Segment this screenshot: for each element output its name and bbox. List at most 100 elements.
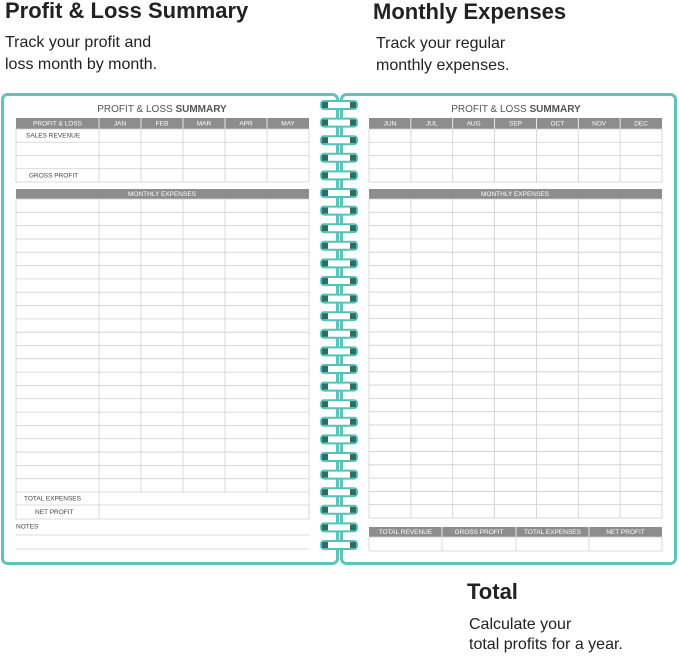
spiral-hole [350,225,356,232]
spiral-ring [320,240,358,251]
column-header: JUN [384,121,397,128]
spiral-ring [320,504,358,515]
spiral-ring [320,469,358,480]
spiral-hole [350,102,356,108]
spiral-hole [322,524,328,531]
spiral-hole [350,172,356,179]
spiral-hole [322,313,328,320]
spiral-ring [320,100,358,110]
spiral-hole [322,295,328,302]
spiral-hole [350,454,356,460]
spiral-hole [322,489,328,496]
section-header: MONTHLY EXPENSES [481,191,550,198]
spiral-ring [320,522,358,533]
description: total profits for a year. [469,636,623,653]
spiral-ring [320,311,358,322]
row-label: NET PROFIT [35,509,74,516]
header-bar [16,189,309,199]
spiral-hole [350,137,356,144]
spiral-hole [350,242,356,249]
spiral-hole [322,225,328,232]
spiral-hole [322,383,328,390]
header-bar [369,189,662,199]
spiral-hole [322,102,328,108]
spiral-ring [320,223,358,234]
spiral-hole [350,295,356,302]
page-frame [340,93,677,565]
section-header: MONTHLY EXPENSES [128,191,197,198]
spiral-hole [350,542,356,548]
spiral-hole [350,330,356,337]
description: Track your regular [376,35,506,52]
spiral-hole [322,454,328,460]
header-bar [16,118,309,129]
spiral-hole [350,506,356,513]
column-header: NET PROFIT [606,529,645,536]
spiral-ring [320,346,358,357]
spiral-hole [350,348,356,355]
spiral-ring [320,170,358,181]
spiral-hole [322,137,328,144]
spiral-ring [320,416,358,427]
spiral-hole [322,172,328,179]
spiral-hole [322,119,328,126]
spiral-hole [322,278,328,284]
spiral-ring [320,434,358,445]
spiral-hole [350,313,356,320]
column-header: APR [239,121,253,128]
spiral-hole [322,542,328,548]
spiral-hole [322,260,328,267]
description: monthly expenses. [376,57,509,74]
page-frame [1,93,339,565]
spiral-ring [320,135,358,146]
column-header: DEC [634,121,648,128]
spiral-hole [350,154,356,161]
spiral-hole [350,207,356,214]
spiral-ring [320,258,358,269]
spiral-hole [322,154,328,161]
column-header: NOV [592,121,607,128]
heading: Profit & Loss Summary [5,0,249,23]
column-header: JUL [426,121,438,128]
spiral-hole [322,366,328,372]
spiral-hole [322,506,328,513]
spiral-hole [322,418,328,425]
header-bar [369,118,662,129]
description: loss month by month. [5,56,157,73]
row-label: SALES REVENUE [26,133,81,140]
spiral-hole [322,436,328,443]
heading: Total [467,579,518,604]
spiral-ring [320,117,358,128]
column-header: AUG [467,121,481,128]
row-label: GROSS PROFIT [29,173,78,180]
column-header: MAR [197,121,212,128]
column-header: JAN [114,121,127,128]
spiral-ring [320,399,358,410]
spiral-hole [350,471,356,478]
spiral-ring [320,188,358,198]
spiral-hole [350,418,356,425]
column-header: MAY [281,121,295,128]
spiral-hole [350,278,356,284]
column-header: SEP [509,121,522,128]
spiral-ring [320,364,358,374]
spiral-hole [322,330,328,337]
notes-label: NOTES [16,524,39,531]
spiral-ring [320,205,358,216]
layout: PROFIT & LOSS JAN FEB MAR APR MAY SALES REVENU… [15,100,663,552]
column-header: OCT [550,121,564,128]
column-header: TOTAL REVENUE [379,529,433,536]
spiral-ring [320,540,358,550]
page-title: PROFIT & LOSS SUMMARY [451,104,581,115]
column-header: GROSS PROFIT [454,529,503,536]
spiral-hole [350,119,356,126]
spiral-hole [350,436,356,443]
spiral-hole [350,524,356,531]
spiral-ring [320,452,358,462]
spiral-ring [320,328,358,339]
page-title: PROFIT & LOSS SUMMARY [97,104,227,115]
spiral-hole [350,401,356,408]
spiral-hole [350,260,356,267]
spiral-ring [320,152,358,163]
